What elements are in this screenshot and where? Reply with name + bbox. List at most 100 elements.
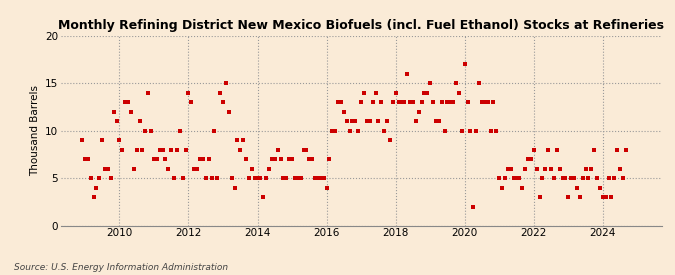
Point — [344, 128, 355, 133]
Point — [597, 195, 608, 199]
Point — [80, 157, 90, 161]
Point — [244, 176, 254, 180]
Point — [500, 176, 510, 180]
Point — [169, 176, 180, 180]
Point — [298, 147, 309, 152]
Point — [304, 157, 315, 161]
Point — [82, 157, 93, 161]
Point — [338, 109, 349, 114]
Point — [275, 157, 286, 161]
Point — [132, 147, 142, 152]
Point — [477, 100, 487, 104]
Point — [566, 176, 576, 180]
Point — [333, 100, 344, 104]
Title: Monthly Refining District New Mexico Biofuels (incl. Fuel Ethanol) Stocks at Ref: Monthly Refining District New Mexico Bio… — [58, 19, 664, 32]
Point — [327, 128, 338, 133]
Point — [200, 176, 211, 180]
Point — [404, 100, 415, 104]
Point — [514, 176, 524, 180]
Point — [560, 176, 571, 180]
Point — [123, 100, 134, 104]
Point — [353, 128, 364, 133]
Point — [194, 157, 205, 161]
Point — [278, 176, 289, 180]
Point — [128, 166, 139, 171]
Point — [609, 176, 620, 180]
Point — [94, 176, 105, 180]
Point — [531, 166, 542, 171]
Point — [287, 157, 298, 161]
Point — [517, 185, 528, 190]
Point — [223, 109, 234, 114]
Point — [281, 176, 292, 180]
Point — [272, 147, 283, 152]
Point — [356, 100, 367, 104]
Point — [134, 119, 145, 123]
Point — [295, 176, 306, 180]
Point — [491, 128, 502, 133]
Point — [264, 166, 275, 171]
Point — [155, 147, 165, 152]
Point — [358, 90, 369, 95]
Point — [436, 100, 447, 104]
Point — [425, 81, 435, 85]
Point — [592, 176, 603, 180]
Point — [396, 100, 407, 104]
Point — [540, 166, 551, 171]
Point — [364, 119, 375, 123]
Point — [217, 100, 228, 104]
Point — [261, 176, 271, 180]
Point — [178, 176, 188, 180]
Point — [203, 157, 214, 161]
Point — [137, 147, 148, 152]
Point — [508, 176, 519, 180]
Point — [381, 119, 392, 123]
Y-axis label: Thousand Barrels: Thousand Barrels — [30, 85, 40, 176]
Point — [255, 176, 266, 180]
Point — [511, 176, 522, 180]
Point — [215, 90, 225, 95]
Point — [292, 176, 303, 180]
Point — [497, 185, 508, 190]
Point — [459, 62, 470, 66]
Point — [77, 138, 88, 142]
Point — [319, 176, 329, 180]
Point — [174, 128, 185, 133]
Point — [171, 147, 182, 152]
Point — [324, 157, 335, 161]
Point — [522, 157, 533, 161]
Point — [186, 100, 196, 104]
Point — [545, 166, 556, 171]
Point — [572, 185, 583, 190]
Point — [393, 100, 404, 104]
Point — [474, 81, 485, 85]
Point — [595, 185, 605, 190]
Point — [330, 128, 341, 133]
Point — [232, 138, 243, 142]
Point — [551, 147, 562, 152]
Point — [554, 166, 565, 171]
Point — [284, 157, 294, 161]
Point — [603, 176, 614, 180]
Point — [335, 100, 346, 104]
Point — [399, 100, 410, 104]
Point — [146, 128, 157, 133]
Point — [470, 128, 481, 133]
Point — [249, 176, 260, 180]
Point — [370, 90, 381, 95]
Point — [321, 185, 332, 190]
Point — [465, 128, 476, 133]
Point — [160, 157, 171, 161]
Point — [206, 176, 217, 180]
Point — [241, 157, 252, 161]
Point — [413, 109, 424, 114]
Point — [269, 157, 280, 161]
Point — [526, 157, 537, 161]
Point — [618, 176, 628, 180]
Point — [563, 195, 574, 199]
Point — [620, 147, 631, 152]
Point — [117, 147, 128, 152]
Point — [183, 90, 194, 95]
Point — [350, 119, 360, 123]
Point — [258, 195, 269, 199]
